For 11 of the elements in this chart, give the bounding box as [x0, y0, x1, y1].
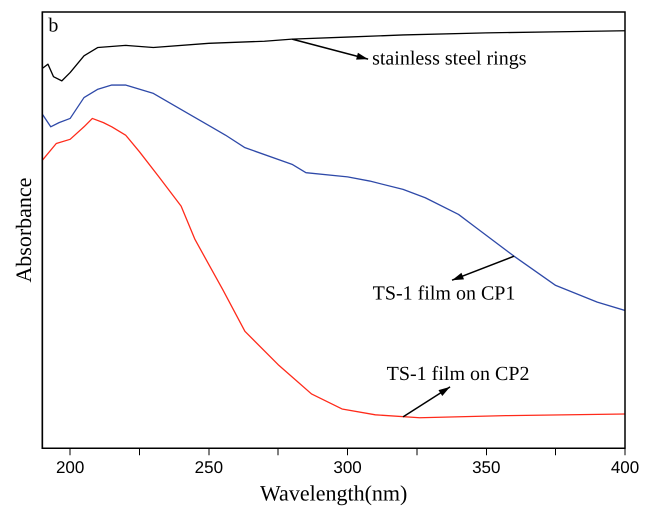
x-tick-label: 400: [610, 458, 640, 478]
annotation: TS-1 film on CP2: [386, 363, 530, 386]
x-axis-title: Wavelength(nm): [260, 480, 408, 506]
annotation: TS-1 film on CP1: [372, 282, 516, 304]
y-axis-title: Absorbance: [10, 178, 36, 283]
annotation: stainless steel rings: [372, 47, 527, 70]
x-tick-label: 350: [472, 458, 500, 478]
annotation: b: [48, 14, 58, 36]
x-tick-label: 300: [333, 458, 362, 478]
x-tick-label: 200: [56, 458, 84, 478]
x-tick-label: 250: [194, 458, 224, 478]
